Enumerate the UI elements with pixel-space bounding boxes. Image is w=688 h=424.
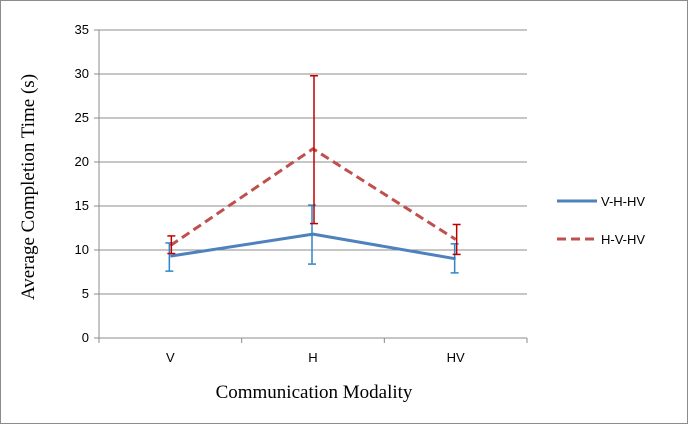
y-tick-label: 15 xyxy=(75,198,89,213)
y-tick-label: 20 xyxy=(75,154,89,169)
x-tick-label: HV xyxy=(447,350,465,365)
series-line xyxy=(169,147,457,247)
x-tick-label: V xyxy=(166,350,175,365)
y-tick-label: 0 xyxy=(82,330,89,345)
error-bar xyxy=(310,75,318,225)
x-tick-labels: V H HV xyxy=(166,350,465,365)
axes xyxy=(94,29,528,343)
legend-label: H-V-HV xyxy=(601,232,645,247)
y-tick-label: 35 xyxy=(75,22,89,37)
y-tick-label: 30 xyxy=(75,66,89,81)
series-layer xyxy=(165,75,461,274)
y-tick-labels: 0 5 10 15 20 25 30 35 xyxy=(75,22,89,345)
series-h-v-hv xyxy=(167,75,461,256)
series-v-h-hv xyxy=(165,204,459,274)
error-bar xyxy=(167,235,176,255)
legend-label: V-H-HV xyxy=(601,194,645,209)
error-bar xyxy=(452,223,461,256)
y-tick-label: 5 xyxy=(82,286,89,301)
legend-item: H-V-HV xyxy=(557,232,645,247)
x-axis-title: Communication Modality xyxy=(216,382,413,403)
y-axis-title: Average Completion Time (s) xyxy=(18,74,39,300)
legend: V-H-HV H-V-HV xyxy=(557,194,645,247)
x-tick-label: H xyxy=(308,350,317,365)
gridlines xyxy=(99,29,527,295)
y-tick-label: 25 xyxy=(75,110,89,125)
legend-item: V-H-HV xyxy=(557,194,645,209)
y-tick-label: 10 xyxy=(75,242,89,257)
series-line xyxy=(170,232,456,261)
